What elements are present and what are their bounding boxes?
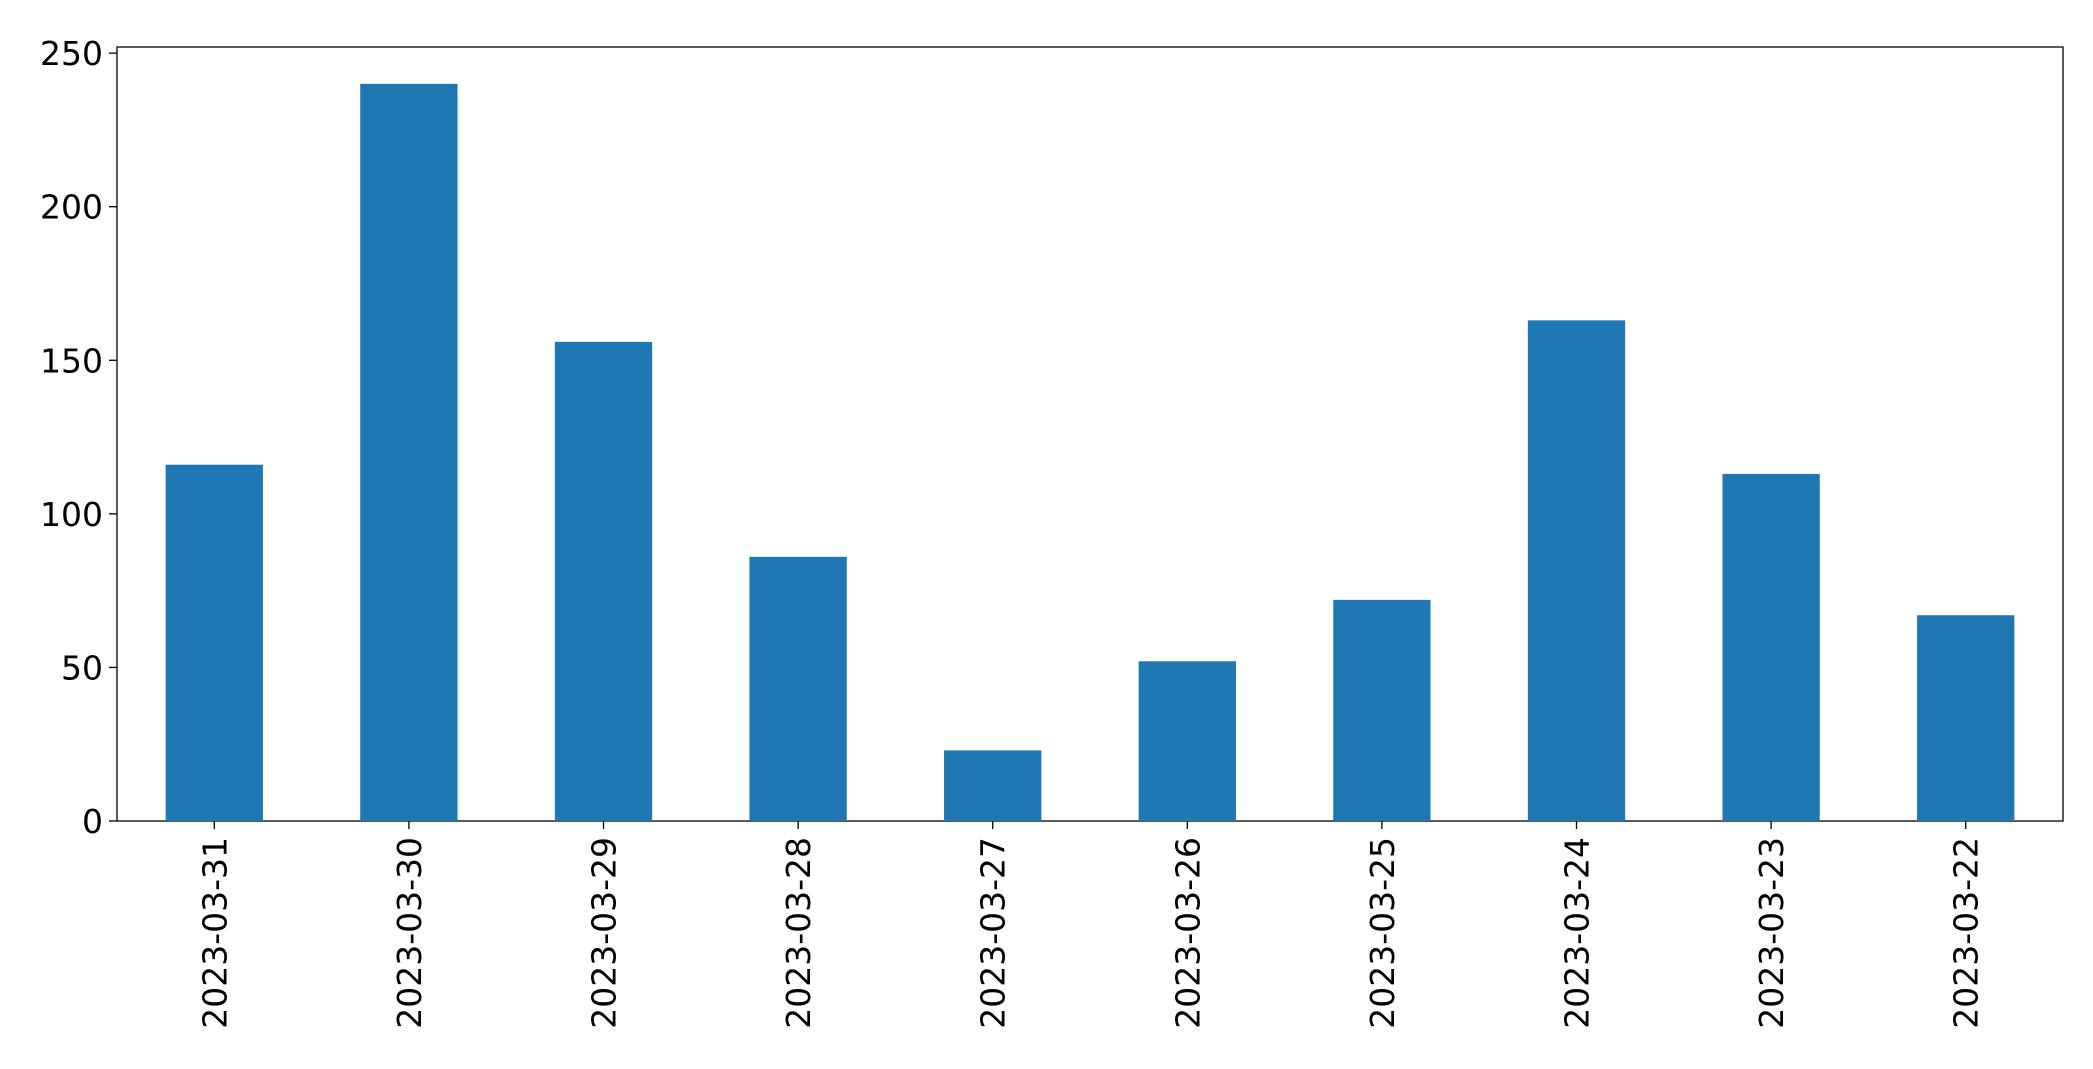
bar: [1333, 599, 1431, 821]
bar: [944, 750, 1042, 821]
x-tick-label: 2023-03-27: [974, 837, 1013, 1029]
y-tick-label: 100: [40, 495, 103, 534]
y-tick-label: 0: [82, 802, 103, 841]
bar: [749, 556, 847, 821]
x-tick-label: 2023-03-23: [1752, 837, 1791, 1029]
x-tick-label: 2023-03-22: [1947, 837, 1986, 1029]
plot-frame: [116, 46, 2064, 822]
x-tick-label: 2023-03-30: [390, 837, 429, 1029]
x-tick-label: 2023-03-29: [585, 837, 624, 1029]
y-tick-label: 200: [40, 188, 103, 227]
bar: [165, 464, 263, 821]
y-tick-label: 50: [61, 648, 103, 687]
x-tick-label: 2023-03-26: [1168, 837, 1207, 1029]
y-tick-label: 250: [40, 34, 103, 73]
x-tick-label: 2023-03-31: [195, 837, 234, 1029]
bar: [1917, 615, 2015, 821]
x-tick-label: 2023-03-25: [1363, 837, 1402, 1029]
x-tick-label: 2023-03-28: [779, 837, 818, 1029]
bar: [360, 83, 458, 822]
bar: [554, 341, 653, 821]
bar: [1138, 661, 1236, 821]
bar: [1527, 320, 1626, 821]
y-tick-label: 150: [40, 341, 103, 380]
bar: [1722, 473, 1820, 821]
x-tick-label: 2023-03-24: [1558, 837, 1597, 1029]
